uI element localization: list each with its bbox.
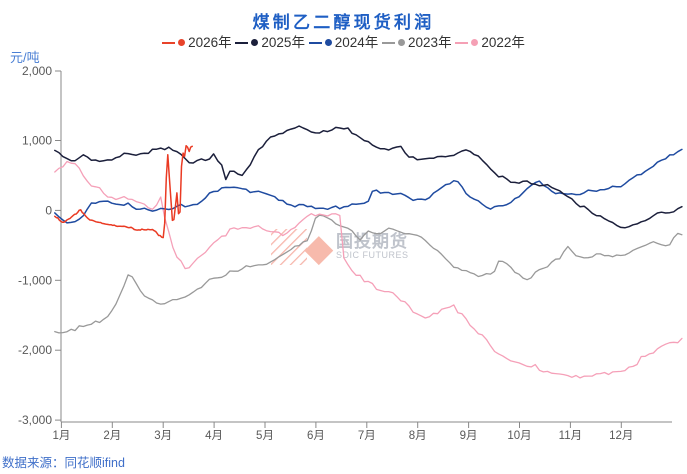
svg-text:国投期货: 国投期货 — [336, 231, 408, 251]
svg-text:2,000: 2,000 — [22, 64, 52, 78]
svg-text:-3,000: -3,000 — [18, 413, 52, 427]
svg-text:-2,000: -2,000 — [18, 343, 52, 357]
svg-text:-1,000: -1,000 — [18, 273, 52, 287]
svg-text:8月: 8月 — [409, 430, 427, 442]
svg-text:1,000: 1,000 — [22, 134, 52, 148]
svg-text:SDIC FUTURES: SDIC FUTURES — [336, 250, 409, 260]
svg-text:1月: 1月 — [52, 430, 70, 442]
svg-text:3月: 3月 — [154, 430, 172, 442]
svg-text:0: 0 — [45, 203, 52, 217]
svg-text:6月: 6月 — [307, 430, 325, 442]
svg-text:2月: 2月 — [103, 430, 121, 442]
svg-text:11月: 11月 — [559, 430, 582, 442]
svg-text:7月: 7月 — [358, 430, 376, 442]
svg-text:12月: 12月 — [609, 430, 633, 442]
svg-text:4月: 4月 — [205, 430, 223, 442]
svg-text:10月: 10月 — [507, 430, 531, 442]
svg-text:9月: 9月 — [460, 430, 478, 442]
svg-text:5月: 5月 — [256, 430, 274, 442]
